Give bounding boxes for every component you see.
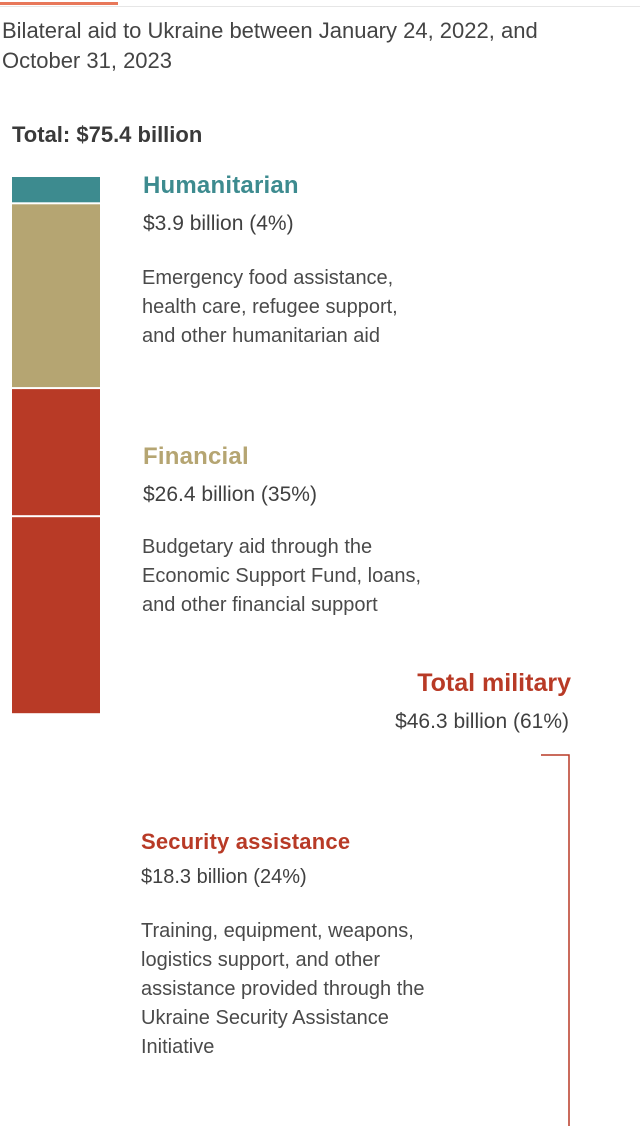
chart-title: Bilateral aid to Ukraine between January… bbox=[2, 18, 538, 73]
top-accent-line bbox=[0, 2, 118, 5]
humanitarian-name: Humanitarian bbox=[143, 172, 299, 199]
security-assistance-value: $18.3 billion (24%) bbox=[141, 866, 307, 888]
security-assistance-description: Training, equipment, weapons, logistics … bbox=[141, 920, 425, 1058]
financial-description: Budgetary aid through the Economic Suppo… bbox=[142, 536, 422, 616]
total-military-value: $46.3 billion (61%) bbox=[395, 710, 569, 733]
bar-segment-other-military bbox=[12, 517, 100, 714]
financial-name: Financial bbox=[143, 443, 249, 470]
military-bracket bbox=[541, 754, 570, 1126]
top-divider bbox=[0, 0, 640, 7]
bar-segment-financial bbox=[12, 204, 100, 388]
humanitarian-value: $3.9 billion (4%) bbox=[143, 212, 294, 235]
total-military-name: Total military bbox=[417, 669, 571, 697]
bar-segment-humanitarian bbox=[12, 177, 100, 203]
security-assistance-name: Security assistance bbox=[141, 829, 351, 854]
financial-value: $26.4 billion (35%) bbox=[143, 483, 317, 506]
bar-segment-security bbox=[12, 389, 100, 516]
chart-total: Total: $75.4 billion bbox=[12, 122, 203, 147]
humanitarian-description: Emergency food assistance, health care, … bbox=[142, 267, 398, 347]
